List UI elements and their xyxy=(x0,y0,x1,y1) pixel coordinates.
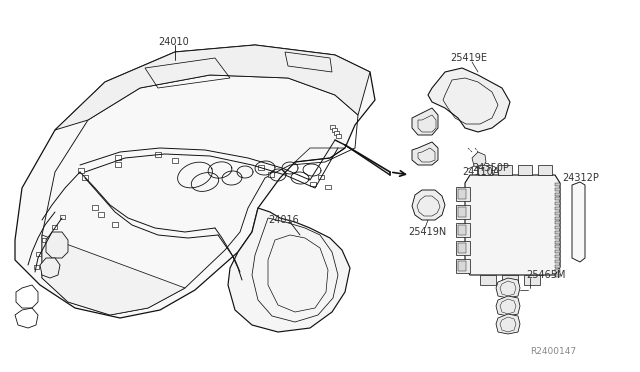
Bar xyxy=(318,175,324,179)
Polygon shape xyxy=(496,296,520,316)
Bar xyxy=(112,222,118,227)
Bar xyxy=(330,125,335,129)
Bar xyxy=(332,128,337,132)
Bar xyxy=(555,188,560,191)
Bar xyxy=(555,246,560,248)
Bar xyxy=(458,207,466,217)
Polygon shape xyxy=(15,45,375,318)
Bar xyxy=(555,241,560,244)
Bar xyxy=(555,212,560,215)
Bar xyxy=(258,165,264,170)
Bar xyxy=(555,250,560,253)
Bar xyxy=(555,269,560,272)
Polygon shape xyxy=(502,275,518,285)
Polygon shape xyxy=(456,205,470,219)
Text: 25419E: 25419E xyxy=(450,53,487,63)
Bar xyxy=(555,255,560,258)
Polygon shape xyxy=(518,165,532,175)
Bar xyxy=(555,202,560,205)
Bar xyxy=(78,168,84,173)
Bar xyxy=(98,212,104,217)
Polygon shape xyxy=(456,223,470,237)
Bar xyxy=(555,226,560,229)
Polygon shape xyxy=(412,142,438,165)
Bar xyxy=(555,260,560,263)
Bar xyxy=(36,252,41,256)
Text: 24110A: 24110A xyxy=(462,167,499,177)
Polygon shape xyxy=(524,275,540,285)
Polygon shape xyxy=(496,278,520,298)
Bar xyxy=(555,221,560,224)
Polygon shape xyxy=(40,258,60,278)
Polygon shape xyxy=(538,165,552,175)
Text: 25419N: 25419N xyxy=(408,227,446,237)
Bar xyxy=(268,172,274,177)
Bar xyxy=(52,225,57,229)
Polygon shape xyxy=(55,45,370,130)
Bar xyxy=(555,207,560,210)
Polygon shape xyxy=(46,232,68,258)
Bar xyxy=(115,162,121,167)
Polygon shape xyxy=(465,175,560,275)
Bar xyxy=(34,265,39,269)
Text: 24010: 24010 xyxy=(158,37,189,47)
Polygon shape xyxy=(472,152,486,168)
Polygon shape xyxy=(412,108,438,135)
Bar xyxy=(458,225,466,235)
Bar xyxy=(115,155,121,160)
Polygon shape xyxy=(478,165,492,175)
Polygon shape xyxy=(428,68,510,132)
Polygon shape xyxy=(572,182,585,262)
Bar xyxy=(42,238,47,242)
Bar xyxy=(555,231,560,234)
Bar xyxy=(458,243,466,253)
Polygon shape xyxy=(456,187,470,201)
Bar xyxy=(458,261,466,271)
Bar xyxy=(555,183,560,186)
Bar xyxy=(334,131,339,135)
Polygon shape xyxy=(480,275,496,285)
Bar xyxy=(555,274,560,277)
Bar xyxy=(325,185,331,189)
Text: 24016: 24016 xyxy=(268,215,299,225)
Bar xyxy=(555,264,560,267)
Bar xyxy=(92,205,98,210)
Text: 24312P: 24312P xyxy=(562,173,599,183)
Text: R2400147: R2400147 xyxy=(530,347,576,356)
Polygon shape xyxy=(412,190,445,220)
Polygon shape xyxy=(498,165,512,175)
Bar xyxy=(172,158,178,163)
Text: 25465M: 25465M xyxy=(526,270,566,280)
Bar xyxy=(555,217,560,219)
Bar xyxy=(155,152,161,157)
Bar xyxy=(555,193,560,196)
Bar xyxy=(458,189,466,199)
Bar xyxy=(555,236,560,239)
Polygon shape xyxy=(228,208,350,332)
Bar xyxy=(60,215,65,219)
Bar xyxy=(555,198,560,201)
Polygon shape xyxy=(456,259,470,273)
Bar xyxy=(82,175,88,180)
Text: 24350P: 24350P xyxy=(472,163,509,173)
Bar xyxy=(336,134,341,138)
Polygon shape xyxy=(456,241,470,255)
Polygon shape xyxy=(496,314,520,334)
Polygon shape xyxy=(42,235,185,315)
Bar xyxy=(310,182,316,186)
